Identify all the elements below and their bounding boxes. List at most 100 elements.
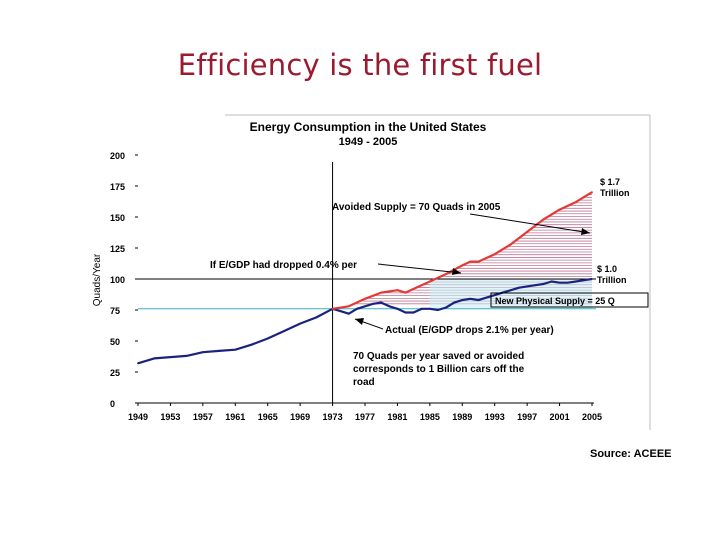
data-point (518, 286, 520, 289)
data-point (404, 291, 407, 294)
data-point (558, 281, 561, 284)
data-point (550, 280, 553, 283)
actual-arrowhead (355, 318, 364, 325)
y-tick-label: 100 (110, 275, 125, 285)
avoided-supply-arrowhead (581, 228, 590, 235)
data-point (445, 273, 447, 275)
y-tick-label: 50 (110, 337, 120, 347)
x-tick-label: 1969 (290, 412, 310, 422)
data-point (234, 348, 237, 351)
data-point (493, 294, 496, 297)
new-supply-label: New Physical Supply = 25 Q (495, 296, 615, 306)
data-point (469, 297, 472, 300)
top-unit-label: Trillion (600, 188, 630, 198)
axes: 0 25 50 75 100 125 150 175 200 1949 1953 1957 1961 19… (110, 151, 602, 422)
data-point (428, 307, 431, 310)
data-point (574, 280, 577, 283)
top-value-label: $ 1.7 (600, 177, 620, 187)
data-point (201, 351, 204, 354)
data-point (461, 299, 464, 301)
chart-subtitle: 1949 - 2005 (339, 136, 398, 148)
data-point (493, 253, 496, 256)
data-point (153, 357, 156, 360)
data-point (364, 305, 366, 308)
y-tick-label: 200 (110, 151, 125, 161)
data-point (420, 307, 423, 310)
data-point (266, 337, 269, 340)
data-point (364, 297, 366, 300)
data-point (510, 289, 512, 292)
data-point (574, 201, 577, 204)
actual-label: Actual (E/GDP drops 2.1% per year) (385, 325, 554, 336)
data-point (372, 302, 375, 305)
saved-line-1: 70 Quads per year saved or avoided (353, 351, 524, 362)
data-point (542, 218, 545, 221)
data-point (534, 284, 537, 287)
dropped-arrowhead (452, 268, 461, 275)
y-tick-label: 175 (110, 182, 125, 192)
x-tick-label: 2001 (550, 412, 570, 422)
data-point (582, 279, 585, 282)
data-point (396, 289, 399, 292)
data-point (526, 230, 529, 233)
data-point (355, 307, 358, 310)
data-point (347, 312, 350, 315)
data-point (388, 305, 391, 308)
x-tick-label: 1961 (225, 412, 245, 422)
saved-line-3: road (353, 377, 375, 388)
data-point (558, 208, 561, 211)
y-tick-label: 75 (110, 306, 120, 316)
data-point (339, 310, 342, 313)
y-tick-label: 125 (110, 244, 125, 254)
x-tick-label: 1989 (452, 412, 472, 422)
chart-title: Energy Consumption in the United States (250, 120, 487, 134)
data-point (477, 260, 480, 263)
data-point (218, 350, 220, 352)
data-point (469, 260, 472, 263)
data-point (380, 301, 383, 304)
saved-line-2: corresponds to 1 Billion cars off the (353, 364, 525, 375)
data-point (404, 311, 407, 314)
x-tick-label: 1993 (485, 412, 505, 422)
x-tick-label: 1949 (128, 412, 148, 422)
data-point (437, 309, 439, 311)
data-point (453, 301, 456, 304)
data-point (445, 306, 447, 309)
data-point (299, 322, 302, 325)
x-tick-label: 1981 (387, 412, 407, 422)
source-note: Source: ACEEE (590, 448, 672, 460)
x-tick-label: 1965 (258, 412, 278, 422)
new-supply-box (490, 292, 649, 308)
data-point (169, 356, 172, 359)
data-point (396, 307, 399, 310)
x-tick-label: 1977 (355, 412, 375, 422)
y-tick-label: 25 (110, 368, 120, 378)
data-point (526, 285, 529, 288)
data-point (428, 280, 431, 283)
data-point (412, 288, 415, 290)
series (137, 191, 593, 365)
data-point (477, 299, 480, 301)
avoided-supply-label: Avoided Supply = 70 Quads in 2005 (332, 202, 501, 213)
x-tick-label: 1985 (420, 412, 440, 422)
data-point (347, 305, 350, 308)
slide-title: Efficiency is the first fuel (177, 48, 543, 82)
x-tick-label: 2005 (582, 412, 602, 422)
data-point (542, 283, 545, 285)
mid-unit-label: Trillion (597, 275, 627, 285)
dropped-arrow (377, 263, 462, 274)
data-point (137, 362, 139, 365)
data-point (380, 291, 383, 294)
x-tick-label: 1957 (193, 412, 213, 422)
data-point (315, 316, 318, 319)
y-tick-label: 0 (110, 399, 115, 409)
data-point (485, 296, 488, 299)
data-point (510, 243, 512, 246)
x-tick-label: 1953 (160, 412, 180, 422)
avoided-supply-arrow (469, 213, 591, 234)
data-point (331, 307, 334, 310)
x-tick-label: 1973 (323, 412, 343, 422)
data-point (591, 278, 593, 280)
data-point (566, 281, 569, 284)
